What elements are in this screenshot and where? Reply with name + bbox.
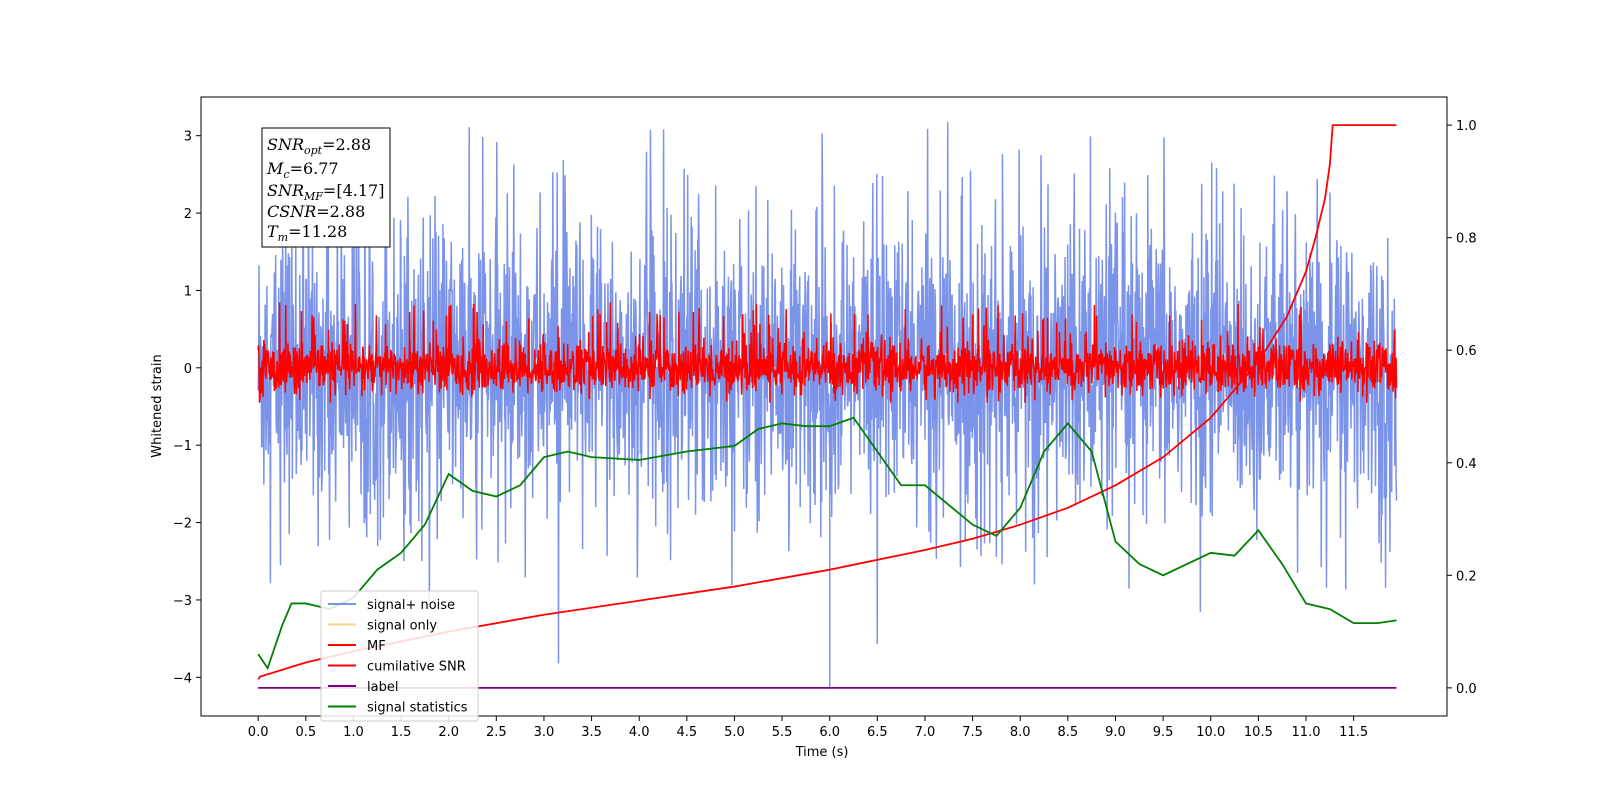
x-tick-label: 11.5 bbox=[1339, 725, 1368, 740]
x-axis-title: Time (s) bbox=[795, 745, 849, 760]
noise-layer bbox=[257, 122, 1398, 689]
legend-frame bbox=[320, 590, 479, 722]
y-right-tick-label: 0.4 bbox=[1456, 457, 1477, 472]
x-tick-label: 2.0 bbox=[438, 725, 459, 740]
legend-label: cumilative SNR bbox=[367, 660, 466, 675]
x-tick-label: 5.0 bbox=[724, 725, 745, 740]
y-right-tick-label: 0.6 bbox=[1456, 344, 1477, 359]
x-tick-label: 6.5 bbox=[867, 725, 888, 740]
y-left-tick-label: −3 bbox=[173, 594, 192, 609]
x-tick-label: 6.0 bbox=[819, 725, 840, 740]
y-left-tick-label: −2 bbox=[173, 517, 192, 532]
y-left-tick-label: 3 bbox=[184, 130, 192, 145]
y-left-tick-label: 2 bbox=[184, 207, 192, 222]
x-tick-label: 2.5 bbox=[486, 725, 507, 740]
x-tick-label: 10.0 bbox=[1196, 725, 1225, 740]
y-axis-left: 3 2 1 0 −1 −2 −3 −4 bbox=[173, 130, 201, 686]
info-box: SNRopt=2.88 Mc=6.77 SNRMF=[4.17] CSNR=2.… bbox=[261, 127, 391, 248]
x-tick-label: 9.5 bbox=[1153, 725, 1174, 740]
x-tick-label: 7.0 bbox=[915, 725, 936, 740]
legend-label: signal+ noise bbox=[367, 598, 455, 613]
series-mf bbox=[257, 302, 1398, 403]
plot-frame bbox=[200, 96, 1448, 717]
y-right-tick-label: 0.0 bbox=[1456, 682, 1477, 697]
legend-label: signal statistics bbox=[367, 701, 468, 716]
x-tick-label: 0.5 bbox=[295, 725, 316, 740]
legend-label: label bbox=[367, 680, 398, 695]
y-axis-title: Whitened strain bbox=[150, 354, 165, 457]
x-tick-label: 3.0 bbox=[534, 725, 555, 740]
info-csnr: CSNR=2.88 bbox=[267, 202, 365, 221]
x-tick-label: 10.5 bbox=[1244, 725, 1273, 740]
x-tick-label: 5.5 bbox=[772, 725, 793, 740]
y-right-tick-label: 0.8 bbox=[1456, 232, 1477, 247]
x-tick-label: 3.5 bbox=[581, 725, 602, 740]
legend-label: MF bbox=[367, 639, 386, 654]
y-right-tick-label: 0.2 bbox=[1456, 569, 1477, 584]
x-tick-label: 1.5 bbox=[391, 725, 412, 740]
x-tick-label: 4.5 bbox=[676, 725, 697, 740]
x-tick-label: 1.0 bbox=[343, 725, 364, 740]
x-tick-label: 8.5 bbox=[1058, 725, 1079, 740]
y-left-tick-label: −1 bbox=[173, 439, 192, 454]
y-left-tick-label: 0 bbox=[184, 362, 192, 377]
legend-label: signal only bbox=[367, 619, 437, 634]
x-tick-label: 0.0 bbox=[248, 725, 269, 740]
x-tick-label: 8.0 bbox=[1010, 725, 1031, 740]
series-signal-statistics bbox=[257, 416, 1397, 671]
x-tick-label: 4.0 bbox=[629, 725, 650, 740]
info-tm: Tm=11.28 bbox=[267, 222, 347, 244]
x-axis: 0.0 0.5 1.0 1.5 2.0 2.5 3.0 3.5 4.0 4.5 5.0 5.5 6.0 6… bbox=[248, 716, 1368, 740]
info-snr-mf: SNRMF=[4.17] bbox=[267, 181, 384, 203]
x-tick-label: 11.0 bbox=[1292, 725, 1321, 740]
y-left-tick-label: 1 bbox=[184, 284, 192, 299]
y-left-tick-label: −4 bbox=[173, 671, 192, 686]
info-box-frame bbox=[261, 127, 391, 248]
x-tick-label: 7.5 bbox=[962, 725, 983, 740]
legend: signal+ noise signal only MF cumilative SNR… bbox=[320, 590, 479, 722]
y-right-tick-label: 1.0 bbox=[1456, 119, 1477, 134]
x-tick-label: 9.0 bbox=[1105, 725, 1126, 740]
y-axis-right: 1.0 0.8 0.6 0.4 0.2 0.0 bbox=[1447, 119, 1477, 697]
info-mc: Mc=6.77 bbox=[266, 159, 339, 181]
info-snr-opt: SNRopt=2.88 bbox=[267, 135, 371, 157]
